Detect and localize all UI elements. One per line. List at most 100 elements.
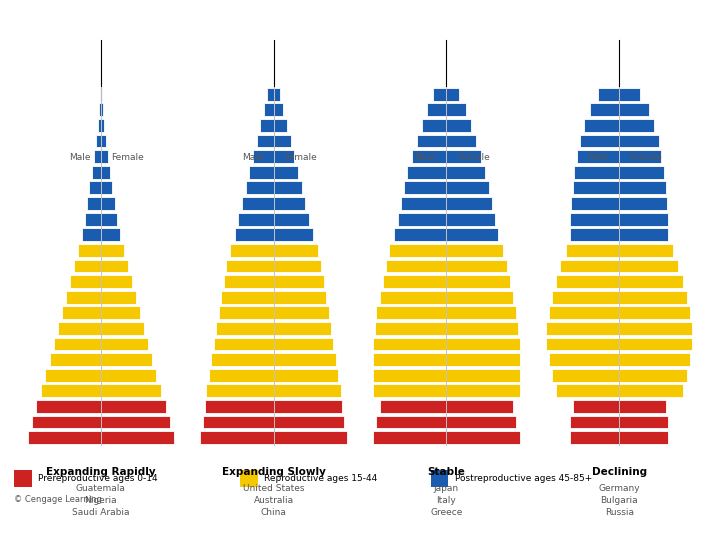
Bar [101,150,108,163]
Bar [274,134,291,147]
Bar [546,338,619,350]
Bar [422,119,446,132]
Bar [446,104,466,116]
Bar [92,166,101,179]
Bar [619,431,668,444]
Bar [101,275,132,288]
Bar [619,134,659,147]
Bar [97,119,101,132]
Bar [14,469,32,487]
Bar [549,306,619,319]
Bar [556,275,619,288]
Bar [274,228,312,241]
Bar [221,291,274,303]
Text: Guatemala
Nigeria
Saudi Arabia: Guatemala Nigeria Saudi Arabia [72,484,130,517]
Text: Male: Male [242,153,264,162]
Bar [572,197,619,210]
Bar [619,338,693,350]
Bar [240,469,258,487]
Bar [619,260,678,272]
Text: Male: Male [415,153,436,162]
Bar [274,291,326,303]
Bar [446,166,485,179]
Bar [446,150,480,163]
Bar [619,228,668,241]
Bar [560,260,619,272]
Bar [570,416,619,428]
Bar [619,291,687,303]
Bar [598,88,619,100]
Text: Female: Female [284,153,317,162]
Text: Japan
Italy
Greece: Japan Italy Greece [431,484,462,517]
Bar [619,181,666,194]
Text: © Cengage Learning: © Cengage Learning [14,495,102,504]
Bar [274,306,328,319]
Bar [446,260,507,272]
Text: Female: Female [111,153,144,162]
Text: Expanding Rapidly: Expanding Rapidly [46,467,156,477]
Bar [572,400,619,413]
Bar [89,181,101,194]
Bar [446,119,471,132]
Bar [78,244,101,256]
Bar [268,88,274,100]
Bar [619,197,667,210]
Bar [446,338,520,350]
Bar [619,275,683,288]
Bar [446,384,520,397]
Text: Male: Male [69,153,91,162]
Bar [572,181,619,194]
Bar [101,260,127,272]
Bar [274,384,341,397]
Bar [373,369,446,382]
Bar [566,244,619,256]
Bar [446,88,459,100]
Bar [556,384,619,397]
Bar [619,88,640,100]
Bar [274,275,323,288]
Bar [209,369,274,382]
Bar [94,150,101,163]
Bar [427,104,446,116]
Bar [446,416,516,428]
Bar [549,353,619,366]
Bar [274,260,321,272]
Bar [264,104,274,116]
Bar [70,275,101,288]
Bar [619,244,672,256]
Text: Reproductive ages 15-44: Reproductive ages 15-44 [264,474,377,483]
Bar [619,384,683,397]
Bar [386,260,446,272]
Bar [373,431,446,444]
Bar [101,353,152,366]
Bar [101,431,174,444]
Bar [390,244,446,256]
Bar [274,431,347,444]
Bar [101,228,120,241]
Bar [401,197,446,210]
Bar [619,353,690,366]
Bar [395,228,446,241]
Bar [36,400,101,413]
Bar [274,416,344,428]
Bar [45,369,101,382]
Bar [552,291,619,303]
Bar [274,353,336,366]
Bar [101,400,166,413]
Bar [101,384,161,397]
Bar [373,384,446,397]
Bar [397,213,446,226]
Bar [219,306,274,319]
Bar [212,353,274,366]
Text: United States
Australia
China: United States Australia China [243,484,305,517]
Text: Stable: Stable [428,467,465,477]
Bar [379,291,446,303]
Bar [101,134,106,147]
Bar [377,306,446,319]
Bar [433,88,446,100]
Bar [246,181,274,194]
Bar [101,197,114,210]
Bar [101,338,148,350]
Bar [101,181,112,194]
Bar [230,244,274,256]
